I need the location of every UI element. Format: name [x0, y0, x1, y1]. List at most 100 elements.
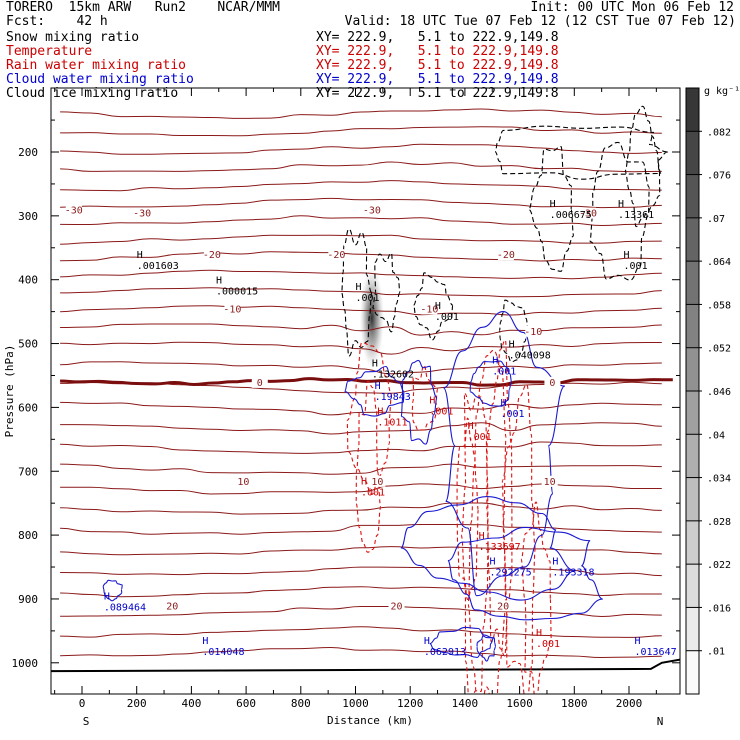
max-value-label: .133697 — [479, 542, 521, 553]
isotherm-label: -20 — [497, 250, 515, 261]
isotherm-label-bg — [251, 376, 268, 388]
isotherm-line — [60, 463, 662, 475]
x-tick-label: 600 — [236, 697, 256, 710]
colorbar-segment — [686, 650, 699, 694]
isotherm-label: 10 — [544, 477, 556, 488]
isotherm-label: 20 — [497, 601, 509, 612]
cloud-ice-contour — [528, 146, 575, 272]
legend-xy-cloud-water: XY= 222.9, 5.1 to 222.9,149.8 — [316, 72, 559, 87]
y-tick-label: 700 — [18, 465, 38, 478]
cloud-water-contour — [102, 579, 124, 602]
isotherm-label-bg — [388, 600, 405, 612]
max-value-label: .089464 — [104, 603, 146, 614]
isotherm-line — [60, 441, 662, 454]
colorbar-label: .046 — [707, 387, 731, 398]
isotherm-label: -30 — [133, 209, 151, 220]
max-value-label: .040098 — [509, 350, 551, 361]
cloud-water-contour — [442, 311, 566, 597]
colorbar-segment — [686, 131, 699, 175]
legend-name-snow: Snow mixing ratio — [6, 30, 140, 45]
isotherm-label-bg — [497, 249, 514, 261]
max-value-label: .001 — [492, 366, 516, 377]
x-tick-label: 2000 — [616, 697, 643, 710]
isotherm-label-bg — [421, 303, 438, 315]
max-marker: H — [500, 398, 506, 409]
max-marker: H — [618, 199, 624, 210]
max-marker: H — [468, 421, 474, 432]
legend-name-temperature: Temperature — [6, 44, 93, 59]
colorbar-segment — [686, 304, 699, 348]
isotherm-line — [60, 323, 662, 336]
max-value-label: .001 — [500, 409, 524, 420]
rain-contour — [346, 342, 393, 495]
header-fcst: Fcst: 42 h — [6, 14, 108, 29]
cloud-water-contour — [400, 359, 438, 445]
isotherm-label: 20 — [391, 601, 403, 612]
max-value-label: .193318 — [552, 567, 594, 578]
isotherm-label-bg — [224, 303, 241, 315]
x-tick-label: 1800 — [561, 697, 588, 710]
isotherm-label-bg — [65, 204, 82, 216]
max-marker: H — [104, 592, 110, 603]
colorbar-segment — [686, 88, 699, 132]
colorbar-label: .01 — [707, 647, 725, 658]
header-valid: Valid: 18 UTC Tue 07 Feb 12 (12 CST Tue … — [344, 14, 736, 29]
x-tick-label: 0 — [79, 697, 86, 710]
header-model: TORERO 15km ARW Run2 NCAR/MMM — [6, 0, 280, 15]
max-marker: H — [216, 275, 222, 286]
max-value-label: .001 — [429, 407, 453, 418]
isotherm-label-bg — [363, 204, 380, 216]
max-value-label: .001 — [361, 488, 385, 499]
colorbar-label: .076 — [707, 171, 731, 182]
rain-contour — [456, 417, 479, 601]
isotherm-label-bg — [495, 600, 512, 612]
max-marker: H — [356, 282, 362, 293]
max-marker: H — [375, 381, 381, 392]
max-marker: H — [202, 636, 208, 647]
isotherm-label-bg — [541, 475, 558, 487]
max-marker: H — [490, 556, 496, 567]
cloud-ice-contour — [624, 105, 661, 228]
isotherm-label: 20 — [166, 601, 178, 612]
colorbar-segment — [686, 174, 699, 218]
rain-contour — [520, 501, 552, 694]
colorbar-segment — [686, 261, 699, 305]
isotherm-label-bg — [134, 207, 151, 219]
isotherm-line — [60, 422, 662, 435]
isotherm-label: -10 — [223, 304, 241, 315]
legend-xy-snow: XY= 222.9, 5.1 to 222.9,149.8 — [316, 30, 559, 45]
isotherm-label-bg — [328, 249, 345, 261]
south-end-label: S — [83, 715, 90, 728]
legend-name-cloud-water: Cloud water mixing ratio — [6, 72, 194, 87]
y-tick-label: 600 — [18, 401, 38, 414]
isotherm-line — [60, 524, 662, 535]
x-tick-label: 800 — [291, 697, 311, 710]
colorbar-label: .07 — [707, 214, 725, 225]
isotherm-label: -30 — [579, 209, 597, 220]
legend-xy-cloud-ice: XY= 222.9, 5.1 to 222.9,149.8 — [316, 86, 559, 101]
isotherm-line — [60, 287, 662, 298]
y-tick-label: 200 — [18, 146, 38, 159]
colorbar-label: .058 — [707, 300, 731, 311]
x-tick-label: 1000 — [342, 697, 369, 710]
isotherm-line — [60, 401, 662, 416]
isotherm-line — [60, 234, 662, 245]
isotherm-line — [60, 197, 662, 209]
max-marker: H — [550, 199, 556, 210]
isotherm-label: -20 — [203, 250, 221, 261]
cloud-water-contour — [344, 365, 405, 417]
cloud-water-contour — [447, 526, 603, 621]
isotherm-line — [60, 108, 662, 119]
rain-contour — [411, 364, 439, 431]
colorbar-segment — [686, 391, 699, 435]
max-value-label: .001 — [435, 312, 459, 323]
max-value-label: .013647 — [634, 647, 676, 658]
max-value-label: .062913 — [424, 647, 466, 658]
colorbar-segment — [686, 217, 699, 262]
isotherm-label: 10 — [371, 477, 383, 488]
max-value-label: .006675 — [550, 210, 592, 221]
y-tick-label: 400 — [18, 274, 38, 287]
snow-contour — [371, 252, 401, 333]
max-marker: H — [492, 355, 498, 366]
